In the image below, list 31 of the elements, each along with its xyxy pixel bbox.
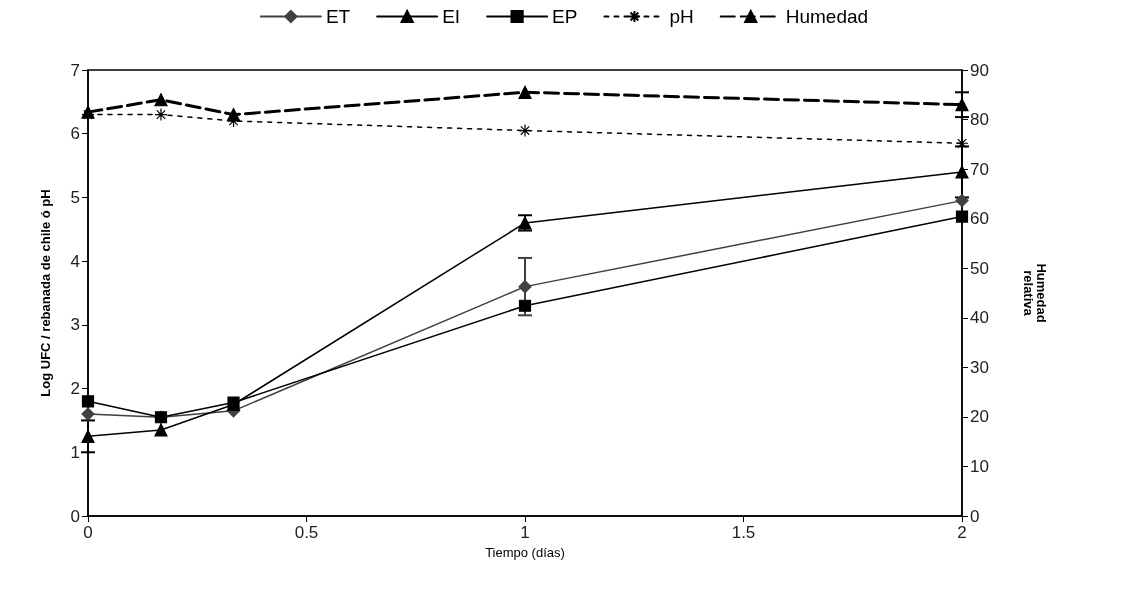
- y2-tick-label: 70: [970, 159, 989, 179]
- legend-label: pH: [669, 6, 694, 27]
- y-tick-label: 2: [70, 379, 80, 399]
- legend-label: ET: [325, 6, 351, 27]
- x-tick-label: 2: [957, 523, 967, 542]
- y-tick-label: 6: [70, 124, 80, 144]
- y-axis-title: Log UFC / rebanada de chile ó pH: [38, 189, 53, 397]
- legend-label: Humedad: [785, 6, 869, 27]
- legend-label: EP: [552, 6, 578, 27]
- y-tick-label: 0: [70, 506, 80, 526]
- y-tick-label: 1: [70, 442, 80, 462]
- x-axis-title: Tiempo (días): [485, 545, 565, 560]
- y2-axis-title: Humedad relativa: [1021, 263, 1049, 323]
- y-tick-label: 4: [70, 251, 80, 271]
- y2-tick-label: 50: [970, 258, 989, 278]
- x-tick-label: 0.5: [294, 523, 319, 542]
- y-tick-label: 3: [70, 315, 80, 335]
- y2-tick-label: 30: [970, 357, 989, 377]
- x-tick-label: 1.5: [731, 523, 756, 542]
- y2-tick-label: 0: [970, 506, 980, 526]
- y-tick-label: 5: [70, 187, 80, 207]
- legend-label: EI: [442, 6, 461, 27]
- y2-tick-label: 90: [970, 60, 989, 80]
- y2-tick-label: 10: [970, 456, 989, 476]
- y-tick-label: 7: [70, 60, 80, 80]
- y2-tick-label: 80: [970, 110, 989, 130]
- y2-tick-label: 60: [970, 209, 989, 229]
- y2-tick-label: 20: [970, 407, 989, 427]
- x-tick-label: 0: [83, 523, 93, 542]
- y2-tick-label: 40: [970, 308, 989, 328]
- x-tick-label: 1: [520, 523, 530, 542]
